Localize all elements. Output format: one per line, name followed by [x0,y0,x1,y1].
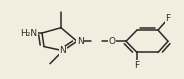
Text: O: O [109,37,116,46]
Text: N: N [60,46,66,55]
Text: N: N [77,37,84,46]
Text: F: F [165,14,171,23]
Text: H₂N: H₂N [20,29,37,38]
Text: F: F [135,61,139,70]
